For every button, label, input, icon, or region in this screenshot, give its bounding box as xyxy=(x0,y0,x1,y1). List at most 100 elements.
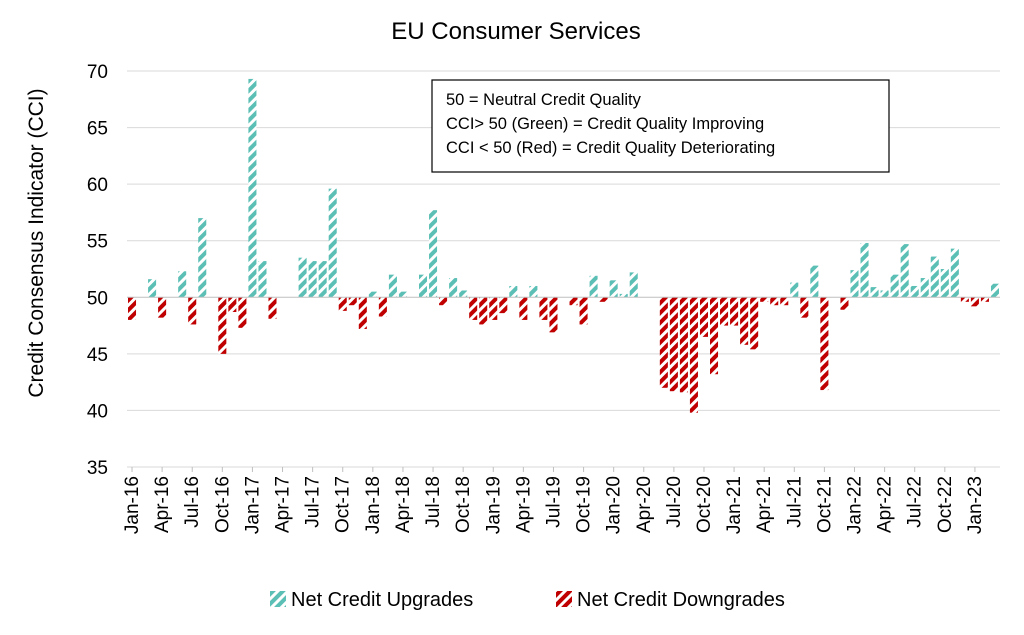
bar-downgrade xyxy=(800,297,809,318)
bar-downgrade xyxy=(710,297,719,375)
bar-downgrade xyxy=(599,297,608,302)
x-axis-ticks: Jan-16 Apr-16 Jul-16 Oct-16 Jan-17 Apr-17 Jul-… xyxy=(122,466,1000,534)
bar-downgrade xyxy=(469,297,478,320)
bar-downgrade xyxy=(348,297,357,306)
x-tick-label: Apr-21 xyxy=(754,476,775,533)
bar-downgrade xyxy=(730,297,739,326)
bar-downgrade xyxy=(539,297,548,320)
bars xyxy=(128,78,999,413)
x-tick-label: Jul-19 xyxy=(543,476,564,528)
bar-upgrade xyxy=(388,274,397,298)
x-tick-label: Jul-18 xyxy=(423,476,444,528)
bar-downgrade xyxy=(720,297,729,326)
legend-swatch-downgrades xyxy=(556,591,572,607)
y-axis-ticks: 35 40 45 50 55 60 65 70 xyxy=(87,62,108,479)
bar-downgrade xyxy=(519,297,528,320)
bar-upgrade xyxy=(148,279,157,298)
y-tick-label: 40 xyxy=(87,401,108,422)
bar-downgrade xyxy=(338,297,347,311)
bar-downgrade xyxy=(679,297,688,393)
bar-upgrade xyxy=(870,287,879,298)
x-tick-label: Oct-22 xyxy=(935,476,956,533)
bar-downgrade xyxy=(378,297,387,317)
x-tick-label: Apr-18 xyxy=(393,476,414,533)
y-tick-label: 60 xyxy=(87,175,108,196)
annotation-line-1: 50 = Neutral Credit Quality xyxy=(446,91,642,109)
bar-upgrade xyxy=(308,261,317,298)
x-tick-label: Jul-20 xyxy=(664,476,685,528)
bar-downgrade xyxy=(960,297,969,302)
bar-downgrade xyxy=(128,297,137,320)
bar-downgrade xyxy=(780,297,789,306)
bar-downgrade xyxy=(188,297,197,325)
bar-downgrade xyxy=(479,297,488,325)
x-tick-label: Jan-23 xyxy=(965,476,986,534)
bar-upgrade xyxy=(910,285,919,298)
x-tick-label: Jan-17 xyxy=(242,476,263,534)
x-tick-label: Oct-18 xyxy=(453,476,474,533)
bar-downgrade xyxy=(740,297,749,345)
bar-upgrade xyxy=(920,278,929,298)
x-tick-label: Jan-18 xyxy=(363,476,384,534)
bar-upgrade xyxy=(258,261,267,298)
x-tick-label: Jan-22 xyxy=(845,476,866,534)
bar-downgrade xyxy=(579,297,588,325)
bar-downgrade xyxy=(218,297,227,354)
bar-upgrade xyxy=(860,242,869,298)
bar-downgrade xyxy=(659,297,668,388)
bar-downgrade xyxy=(770,297,779,306)
bar-downgrade xyxy=(499,297,508,314)
x-tick-label: Jul-17 xyxy=(303,476,324,528)
bar-upgrade xyxy=(398,291,407,298)
x-tick-label: Jan-16 xyxy=(122,476,143,534)
bar-upgrade xyxy=(810,265,819,298)
annotation-line-3: CCI < 50 (Red) = Credit Quality Deterior… xyxy=(446,139,775,157)
bar-upgrade xyxy=(609,280,618,298)
bar-downgrade xyxy=(840,297,849,310)
x-tick-label: Jul-16 xyxy=(182,476,203,528)
bar-downgrade xyxy=(238,297,247,328)
x-tick-label: Jan-19 xyxy=(483,476,504,534)
x-tick-label: Oct-17 xyxy=(333,476,354,533)
x-tick-label: Oct-21 xyxy=(814,476,835,533)
bar-upgrade xyxy=(950,248,959,298)
bar-upgrade xyxy=(368,291,377,298)
x-tick-label: Oct-16 xyxy=(212,476,233,533)
bar-downgrade xyxy=(158,297,167,318)
bar-upgrade xyxy=(178,271,187,298)
bar-downgrade xyxy=(569,297,578,306)
bar-downgrade xyxy=(970,297,979,307)
bar-downgrade xyxy=(820,297,829,391)
x-tick-label: Oct-20 xyxy=(694,476,715,533)
y-tick-label: 45 xyxy=(87,345,108,366)
bar-downgrade xyxy=(689,297,698,413)
bar-upgrade xyxy=(900,244,909,298)
bar-upgrade xyxy=(619,293,628,298)
y-tick-label: 65 xyxy=(87,119,108,140)
bar-upgrade xyxy=(990,283,999,298)
bar-upgrade xyxy=(459,290,468,298)
bar-upgrade xyxy=(629,272,638,298)
bar-downgrade xyxy=(228,297,237,312)
bar-downgrade xyxy=(669,297,678,392)
bar-upgrade xyxy=(589,275,598,298)
bar-downgrade xyxy=(358,297,367,329)
bar-downgrade xyxy=(980,297,989,302)
bar-upgrade xyxy=(318,261,327,298)
bar-upgrade xyxy=(419,274,428,298)
y-tick-label: 50 xyxy=(87,288,108,309)
y-tick-label: 35 xyxy=(87,458,108,479)
legend-swatch-upgrades xyxy=(270,591,286,607)
bar-downgrade xyxy=(699,297,708,337)
annotation-box: 50 = Neutral Credit Quality CCI> 50 (Gre… xyxy=(431,79,890,173)
x-tick-label: Oct-19 xyxy=(574,476,595,533)
bar-downgrade xyxy=(268,297,277,319)
bar-upgrade xyxy=(509,285,518,298)
chart-title: EU Consumer Services xyxy=(391,18,640,45)
bar-upgrade xyxy=(449,278,458,298)
bar-upgrade xyxy=(880,290,889,298)
x-tick-label: Apr-22 xyxy=(875,476,896,533)
x-tick-label: Apr-19 xyxy=(513,476,534,533)
annotation-line-2: CCI> 50 (Green) = Credit Quality Improvi… xyxy=(446,115,764,133)
